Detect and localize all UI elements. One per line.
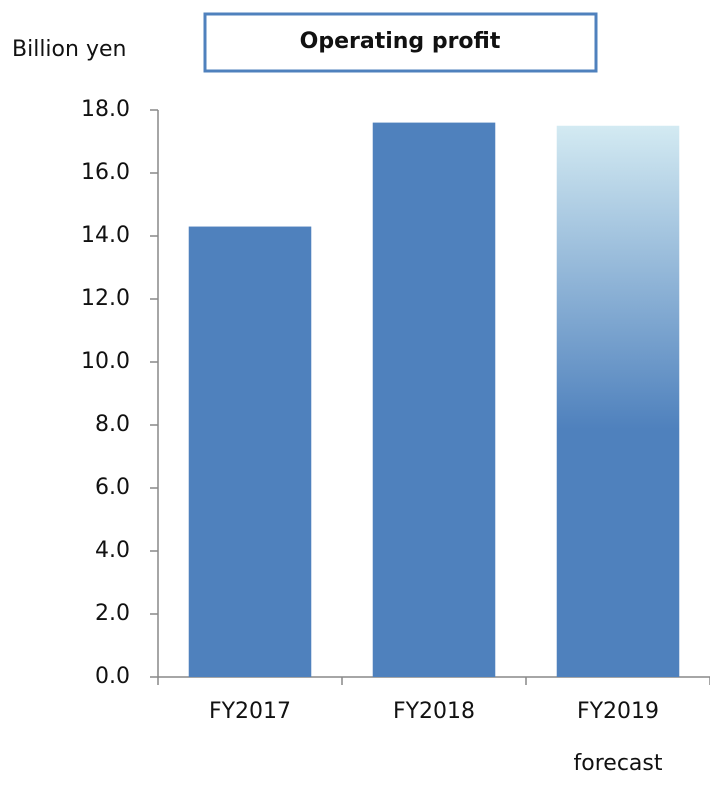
y-tick-label: 12.0 (81, 286, 130, 311)
y-tick-label: 6.0 (95, 475, 130, 500)
y-axis-label: Billion yen (12, 37, 126, 62)
y-tick-label: 10.0 (81, 349, 130, 374)
y-tick-label: 14.0 (81, 223, 130, 248)
title-box (203, 12, 598, 73)
y-tick-label: 8.0 (95, 412, 130, 437)
y-tick-label: 4.0 (95, 538, 130, 563)
y-tick-label: 16.0 (81, 160, 130, 185)
bar (372, 122, 496, 678)
x-tick-label: FY2018 (392, 699, 476, 724)
bar (188, 226, 312, 678)
y-tick-label: 18.0 (81, 97, 130, 122)
x-tick-label: FY2019 forecast (573, 699, 663, 776)
page: Billion yen Operating profit 0.0 2.0 4.0 6.… (12, 12, 710, 776)
y-tick-label: 0.0 (95, 664, 130, 689)
x-tick-label: FY2017 (208, 699, 292, 724)
chart-title: Operating profit (300, 29, 501, 54)
y-tick-label: 2.0 (95, 601, 130, 626)
bar (556, 125, 680, 677)
chart: Billion yen Operating profit 0.0 2.0 4.0 6.… (12, 12, 710, 689)
